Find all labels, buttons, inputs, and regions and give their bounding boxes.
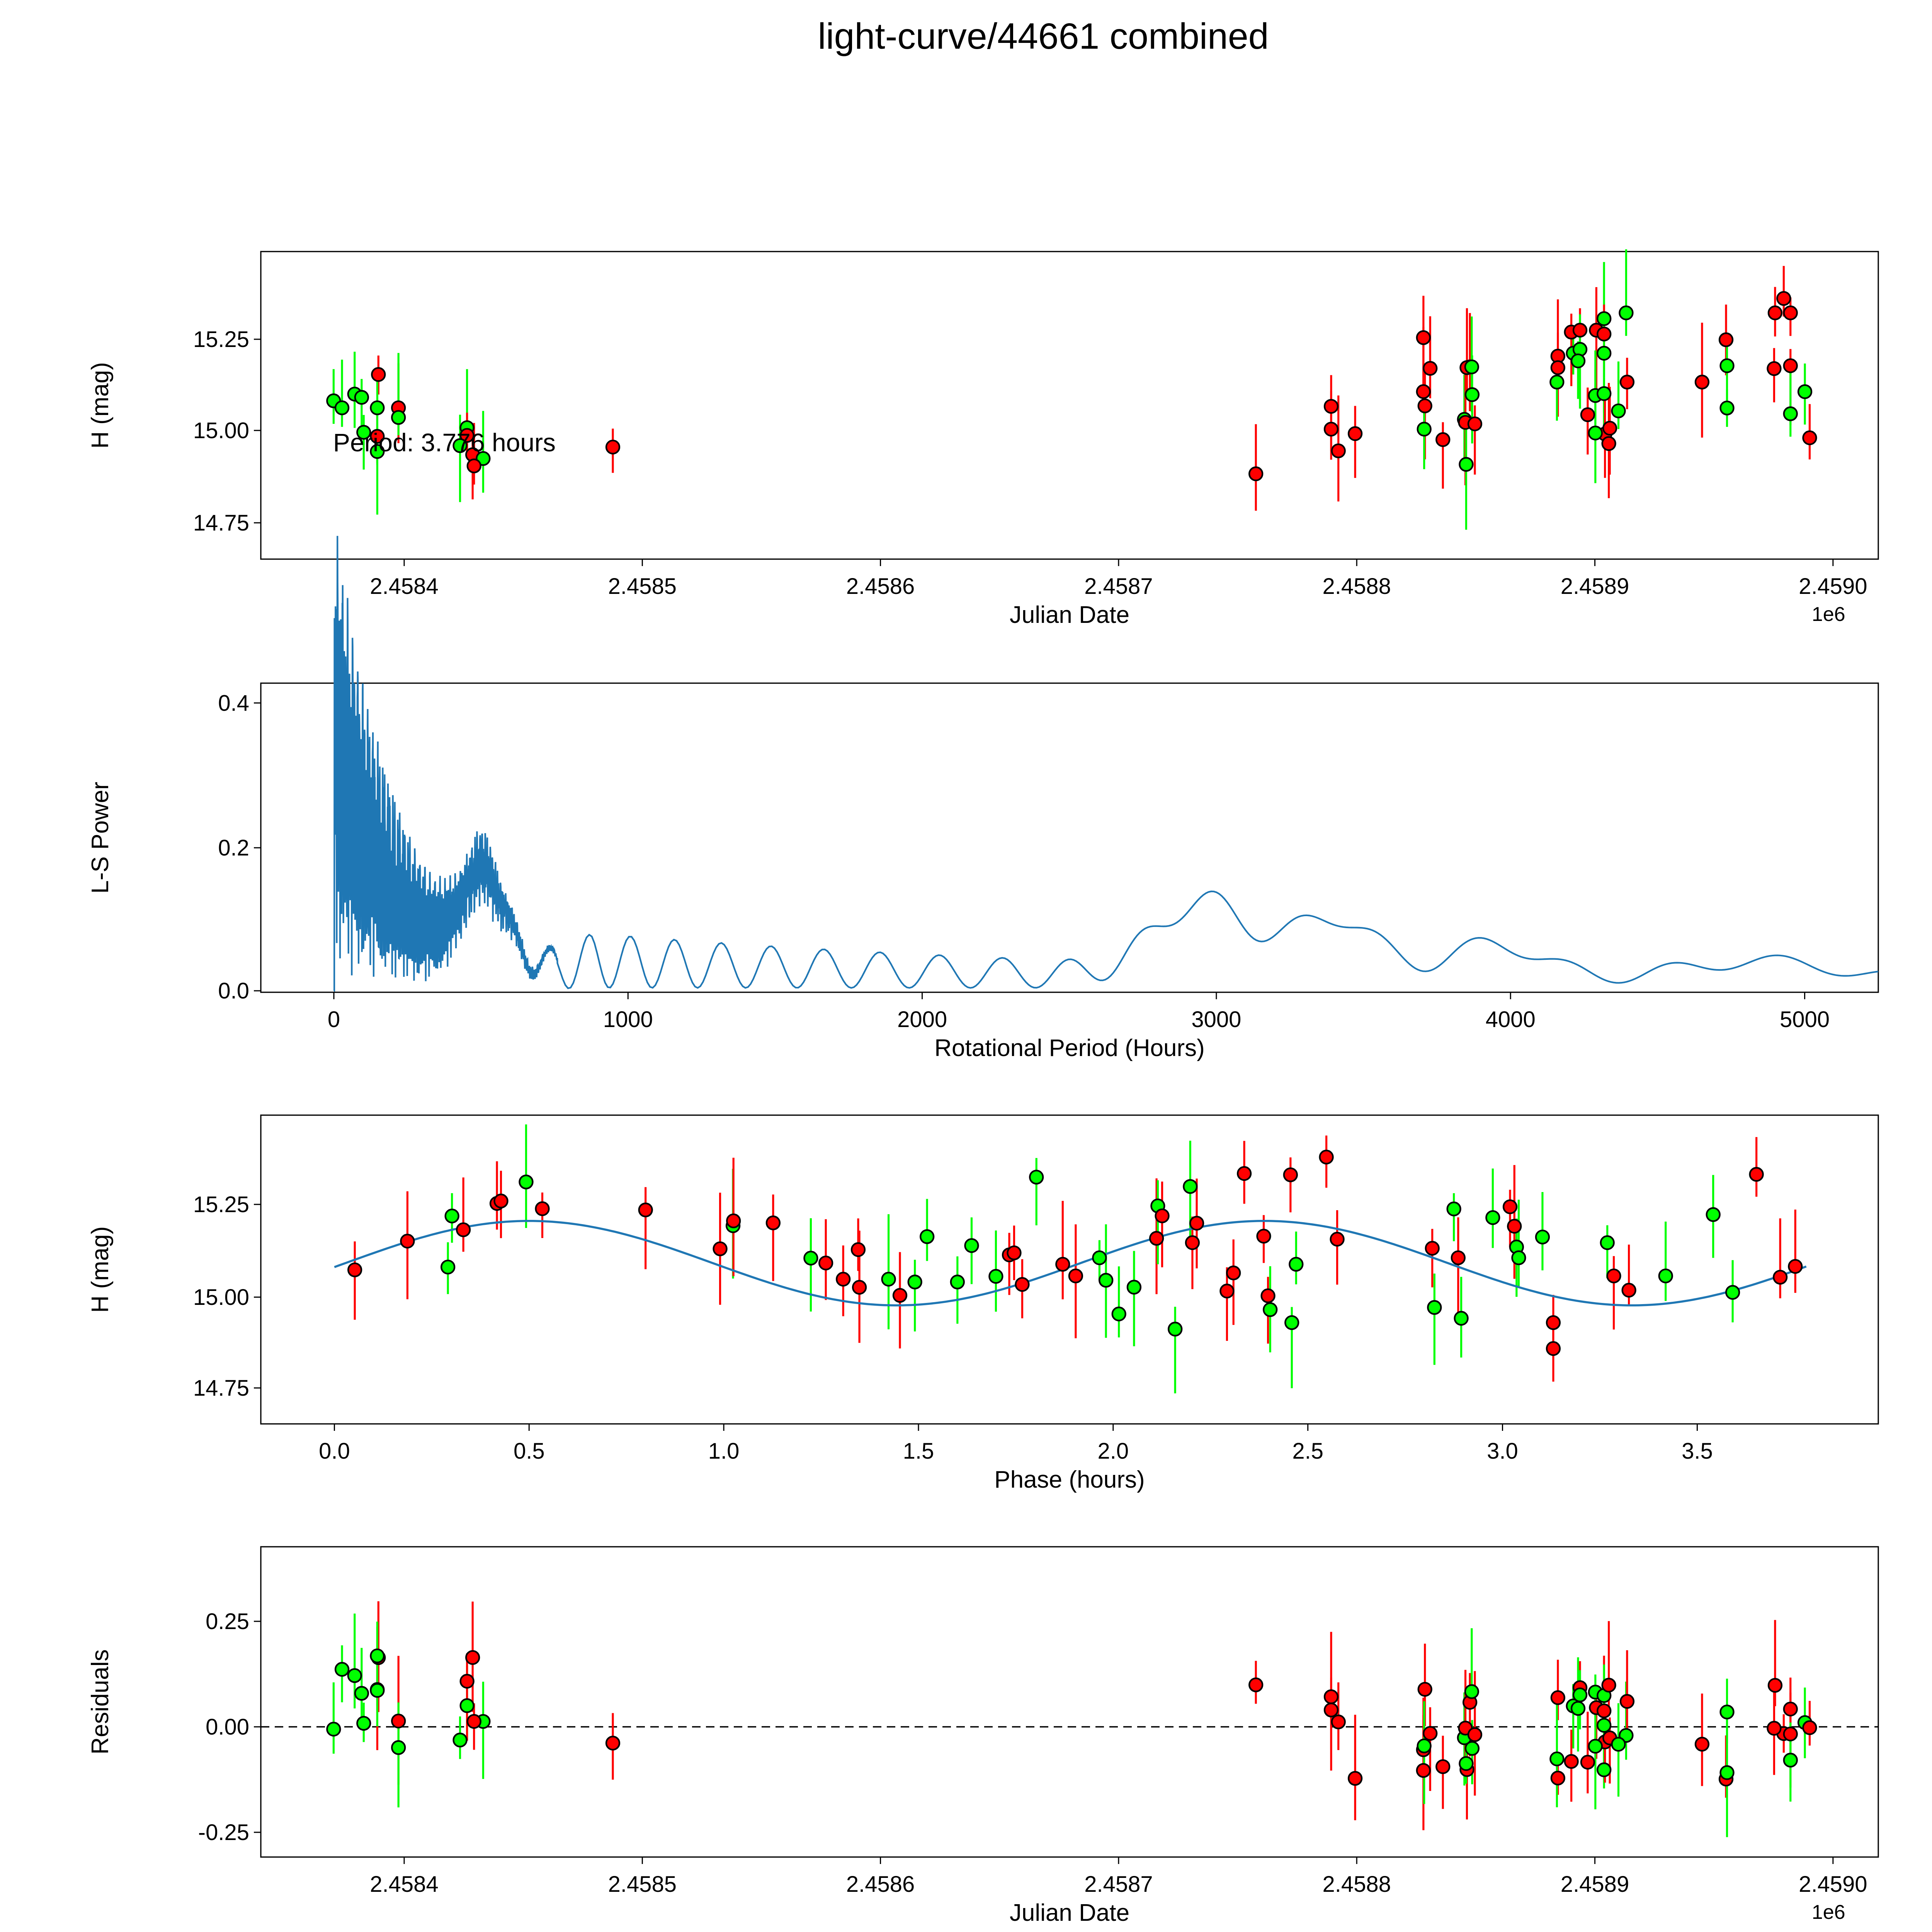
svg-text:1e6: 1e6 — [1812, 1901, 1845, 1923]
svg-text:2.4589: 2.4589 — [1561, 1872, 1629, 1897]
svg-text:2.4588: 2.4588 — [1322, 1872, 1391, 1897]
svg-text:2.4590: 2.4590 — [1799, 1872, 1867, 1897]
svg-text:Residuals: Residuals — [87, 1649, 114, 1754]
svg-text:2.4584: 2.4584 — [370, 1872, 438, 1897]
svg-text:2.4586: 2.4586 — [846, 1872, 915, 1897]
svg-text:0.25: 0.25 — [206, 1609, 249, 1634]
svg-text:2.4587: 2.4587 — [1084, 1872, 1153, 1897]
svg-text:0.00: 0.00 — [206, 1714, 249, 1740]
svg-text:2.4585: 2.4585 — [608, 1872, 677, 1897]
svg-text:Julian Date: Julian Date — [1010, 1900, 1129, 1926]
svg-text:-0.25: -0.25 — [198, 1820, 249, 1845]
